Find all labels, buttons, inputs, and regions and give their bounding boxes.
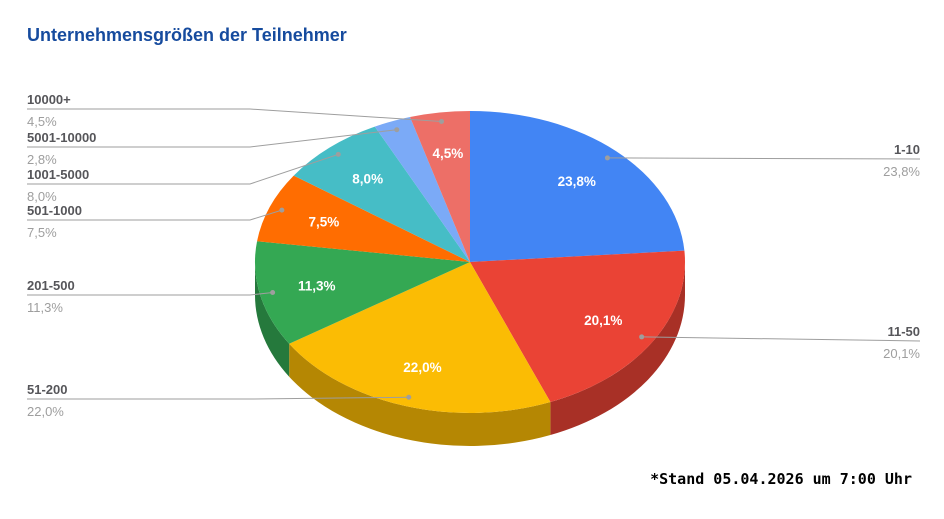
callout-percent: 20,1% <box>883 346 920 361</box>
callout-category: 501-1000 <box>27 203 82 218</box>
pie-slice-501-1000[interactable] <box>257 175 470 262</box>
callout-percent: 8,0% <box>27 189 57 204</box>
callout-line-51-200 <box>27 396 409 400</box>
callout-dot-1-10 <box>604 155 610 161</box>
callout-5001-10000: 5001-10000 2,8% <box>27 130 250 167</box>
pie-slice-side-201-500 <box>255 262 290 377</box>
callout-category: 5001-10000 <box>27 130 97 145</box>
pie-slice-51-200[interactable] <box>289 262 551 413</box>
pie-slice-11-50[interactable] <box>470 250 685 403</box>
callout-category: 11-50 <box>887 324 920 339</box>
callout-category: 51-200 <box>27 382 68 397</box>
callout-percent: 4,5% <box>27 114 57 129</box>
callout-dot-1001-5000 <box>335 151 341 157</box>
footnote: *Stand 05.04.2026 um 7:00 Uhr <box>650 470 912 488</box>
callout-category: 201-500 <box>27 278 75 293</box>
pie-slice-201-500[interactable] <box>255 241 470 344</box>
pie-slice-1001-5000[interactable] <box>293 126 470 262</box>
pie-slice-side-11-50 <box>550 262 685 436</box>
callout-percent: 7,5% <box>27 225 57 240</box>
callout-line-501-1000 <box>27 209 283 221</box>
callout-201-500: 201-500 11,3% <box>27 278 250 315</box>
callout-11-50: 11-50 20,1% <box>650 324 920 361</box>
slice-percent-label: 23,8% <box>558 174 596 189</box>
callout-line-10000+ <box>27 108 442 122</box>
callout-dot-5001-10000 <box>394 127 400 133</box>
callout-1-10: 1-10 23,8% <box>650 142 920 179</box>
pie-slice-5001-10000[interactable] <box>374 116 470 262</box>
pie-slice-10000+[interactable] <box>410 111 470 262</box>
callout-percent: 23,8% <box>883 164 920 179</box>
callout-percent: 2,8% <box>27 152 57 167</box>
slice-percent-label: 22,0% <box>403 360 441 375</box>
callout-category: 1-10 <box>893 142 920 157</box>
callout-dot-501-1000 <box>279 207 285 213</box>
callout-1001-5000: 1001-5000 8,0% <box>27 167 250 204</box>
callout-51-200: 51-200 22,0% <box>27 382 250 419</box>
callout-line-11-50 <box>641 336 921 342</box>
callout-category: 1001-5000 <box>27 167 90 182</box>
pie-slice-side-51-200 <box>289 343 551 447</box>
slice-percent-label: 11,3% <box>298 279 336 294</box>
pie-slice-1-10[interactable] <box>470 111 685 262</box>
callout-line-5001-10000 <box>27 129 397 148</box>
slice-percent-label: 4,5% <box>432 146 463 161</box>
callout-501-1000: 501-1000 7,5% <box>27 203 250 240</box>
callout-percent: 22,0% <box>27 404 64 419</box>
callout-line-201-500 <box>27 292 273 296</box>
callout-line-1001-5000 <box>27 153 339 185</box>
callout-dot-10000+ <box>439 118 445 124</box>
callout-category: 10000+ <box>27 92 71 107</box>
slice-percent-label: 20,1% <box>584 313 622 328</box>
callout-10000+: 10000+ 4,5% <box>27 92 250 129</box>
callout-dot-51-200 <box>406 394 412 400</box>
callout-percent: 11,3% <box>27 300 63 315</box>
chart-title: Unternehmensgrößen der Teilnehmer <box>27 25 347 45</box>
slice-percent-label: 7,5% <box>309 215 340 230</box>
callout-dot-201-500 <box>270 290 276 296</box>
callout-dot-11-50 <box>639 334 645 340</box>
callout-line-1-10 <box>607 157 921 160</box>
slice-percent-label: 8,0% <box>352 171 383 186</box>
